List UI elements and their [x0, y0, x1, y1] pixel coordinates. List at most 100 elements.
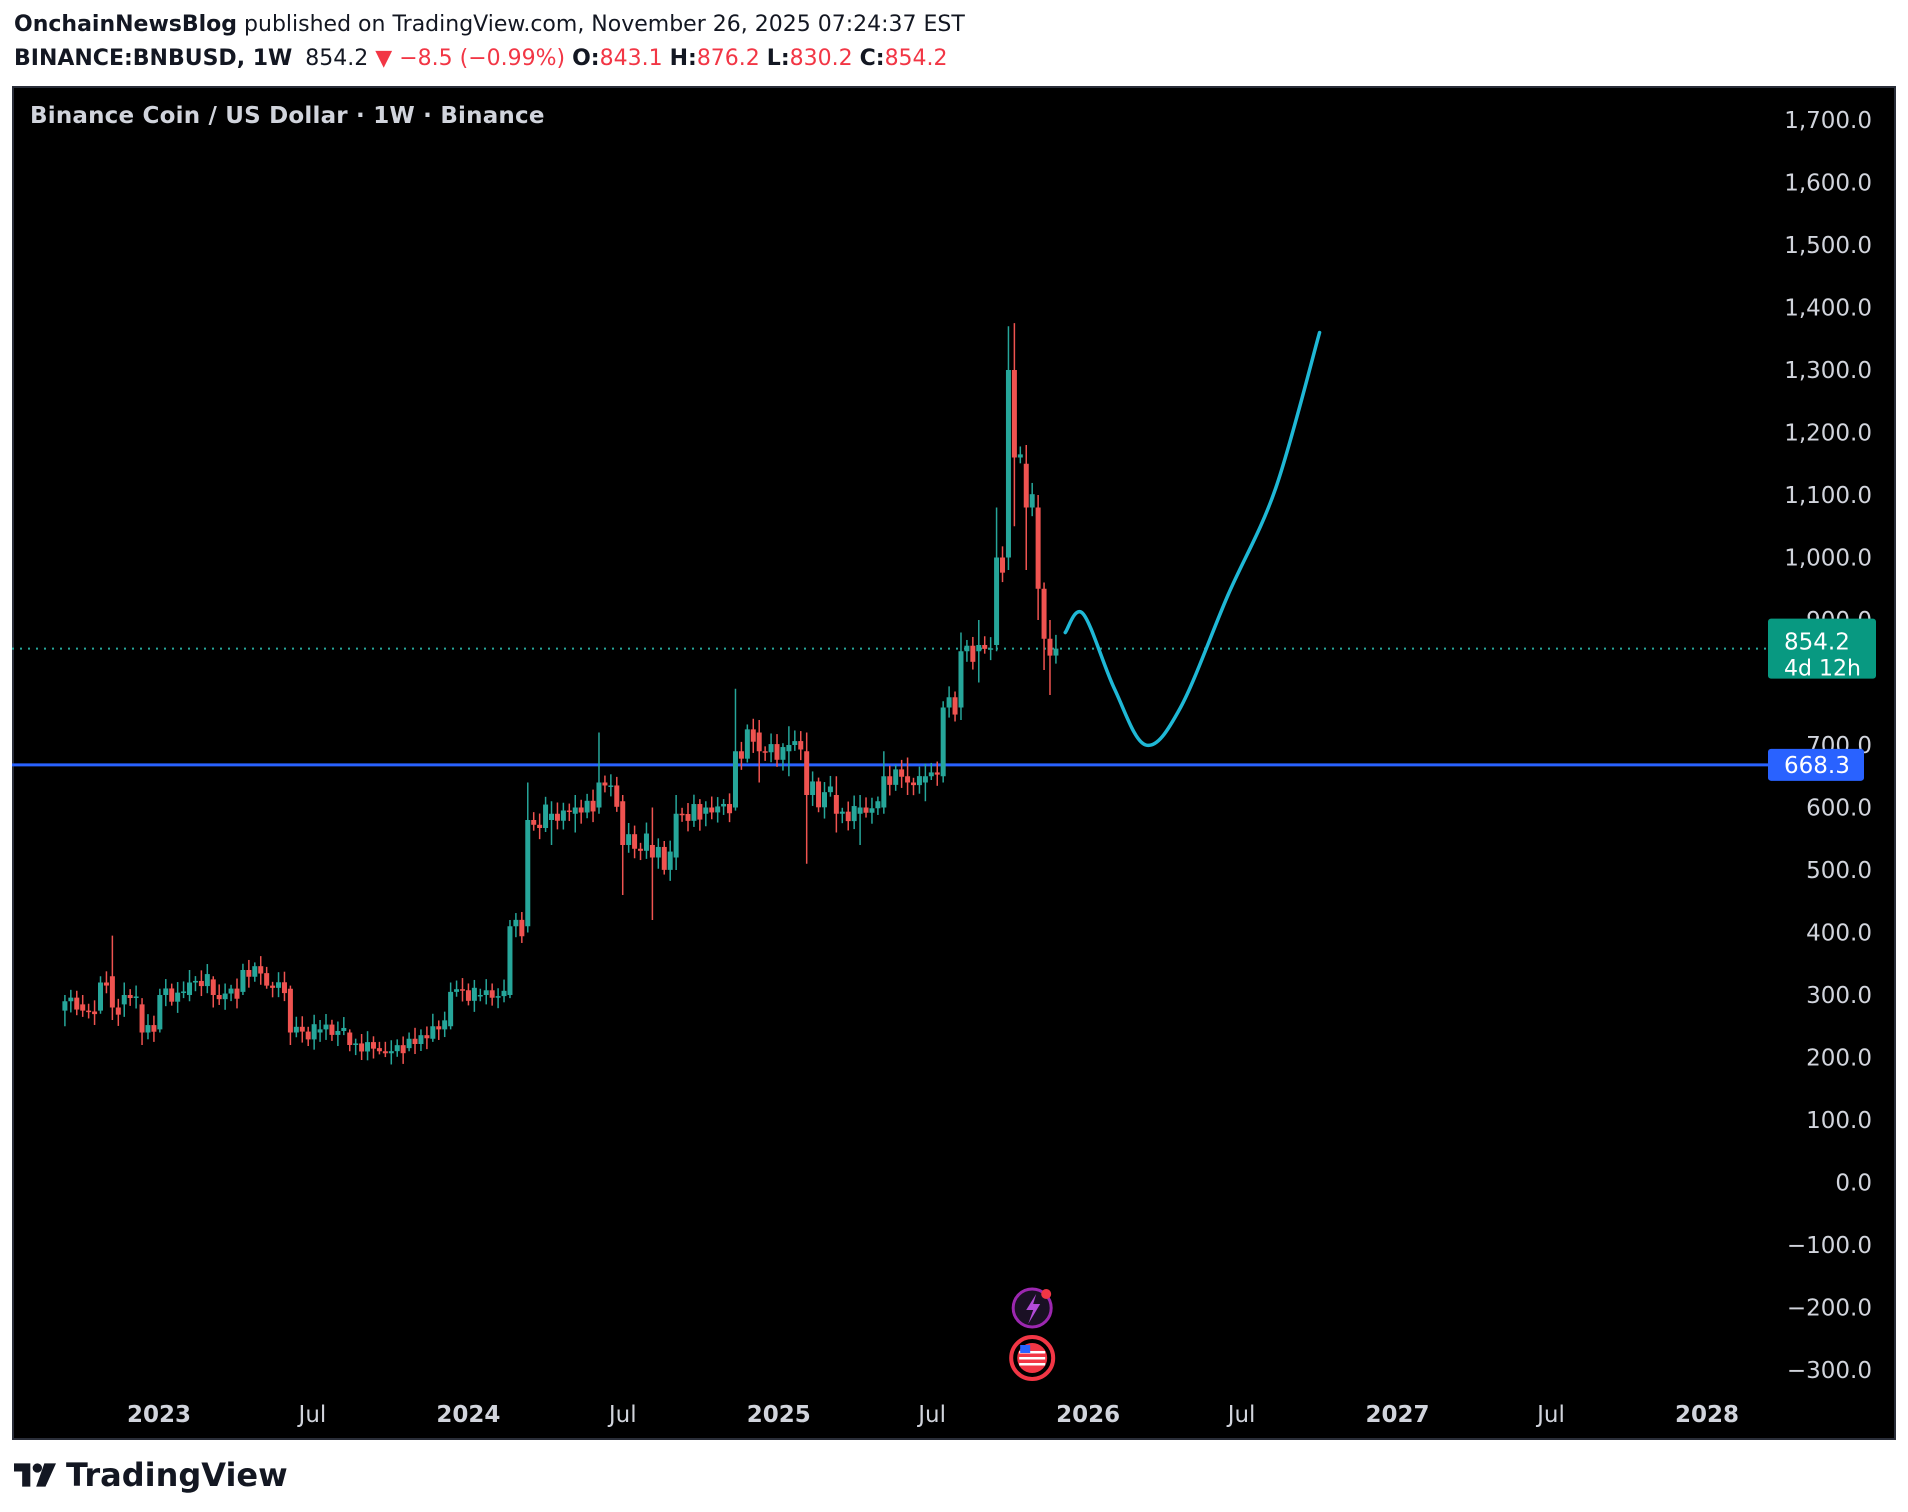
- open-label: O:: [572, 46, 600, 71]
- candle-body: [317, 1029, 323, 1033]
- support-level-label: 668.3: [1784, 753, 1850, 779]
- y-tick-label: −300.0: [1787, 1358, 1872, 1384]
- candle-body: [121, 995, 127, 1005]
- candle-body: [827, 786, 833, 793]
- footer: TradingView: [14, 1456, 288, 1494]
- candle-body: [74, 997, 80, 1010]
- symbol-label: BINANCE:BNBUSD, 1W: [14, 46, 293, 71]
- candle-body: [786, 745, 792, 752]
- candle-body: [928, 772, 934, 777]
- candle-body: [911, 782, 917, 786]
- candle-body: [1005, 370, 1011, 558]
- candle-body: [816, 781, 822, 808]
- publish-line: OnchainNewsBlog published on TradingView…: [14, 8, 965, 42]
- candle-body: [798, 741, 804, 750]
- candle-body: [365, 1042, 371, 1052]
- tradingview-logo-icon[interactable]: [14, 1461, 56, 1489]
- candle-body: [347, 1032, 353, 1045]
- x-tick-label: Jul: [1226, 1402, 1256, 1428]
- candle-body: [323, 1024, 329, 1030]
- price-chart[interactable]: 1,700.0 1,600.0 1,500.0 1,400.0 1,300.0 1,200…: [12, 86, 1896, 1440]
- ohlc-line: BINANCE:BNBUSD, 1W 854.2 ▼ −8.5 (−0.99%)…: [14, 42, 965, 76]
- candle-body: [893, 769, 899, 785]
- candle-body: [157, 995, 163, 1030]
- candle-body: [192, 980, 198, 983]
- candle-body: [780, 747, 786, 760]
- candle-body: [400, 1045, 406, 1054]
- y-tick-label: 100.0: [1806, 1108, 1872, 1134]
- candle-body: [228, 988, 234, 994]
- candle-body: [287, 988, 293, 1033]
- candle-body: [649, 845, 655, 858]
- candle-body: [276, 982, 282, 988]
- y-tick-label: 1,500.0: [1784, 233, 1872, 259]
- candle-body: [691, 804, 697, 821]
- candle-body: [222, 993, 228, 1000]
- candle-body: [768, 744, 774, 753]
- y-tick-label: −100.0: [1787, 1233, 1872, 1259]
- candle-body: [1053, 648, 1059, 656]
- candle-body: [709, 807, 715, 813]
- x-tick-label: 2024: [436, 1402, 500, 1428]
- y-tick-label: 1,400.0: [1784, 296, 1872, 322]
- candle-body: [299, 1026, 305, 1032]
- us-flag-stripe: [1019, 1363, 1046, 1366]
- candle-body: [459, 989, 465, 991]
- us-flag-canton: [1020, 1345, 1031, 1353]
- chart-frame[interactable]: [12, 86, 1896, 1440]
- candle-body: [715, 806, 721, 813]
- candle-body: [1041, 588, 1047, 639]
- y-tick-label: 600.0: [1806, 796, 1872, 822]
- y-tick-label: 500.0: [1806, 858, 1872, 884]
- candle-body: [525, 820, 531, 927]
- candle-body: [810, 781, 816, 795]
- brand-name[interactable]: TradingView: [66, 1456, 288, 1494]
- candle-body: [424, 1035, 430, 1039]
- candle-body: [258, 966, 264, 974]
- x-tick-label: 2027: [1366, 1402, 1430, 1428]
- chart-title: Binance Coin / US Dollar · 1W · Binance: [30, 103, 545, 129]
- candle-body: [1035, 507, 1041, 589]
- candle-body: [382, 1051, 388, 1054]
- candle-body: [501, 990, 507, 997]
- candle-body: [86, 1010, 92, 1013]
- candle-body: [881, 776, 887, 808]
- candle-body: [673, 813, 679, 858]
- x-tick-label: Jul: [916, 1402, 946, 1428]
- candle-body: [655, 846, 661, 858]
- candle-body: [905, 776, 911, 783]
- candle-body: [614, 785, 620, 807]
- projection-curve[interactable]: [1063, 330, 1322, 748]
- y-tick-label: 1,600.0: [1784, 171, 1872, 197]
- candle-body: [483, 990, 489, 995]
- publisher-name[interactable]: OnchainNewsBlog: [14, 12, 238, 37]
- candle-body: [958, 651, 964, 708]
- y-tick-label: 1,100.0: [1784, 483, 1872, 509]
- candle-body: [851, 806, 857, 822]
- candle-body: [495, 996, 501, 998]
- candle-body: [115, 1007, 121, 1015]
- candle-body: [934, 772, 940, 775]
- y-tick-label: 1,200.0: [1784, 421, 1872, 447]
- candle-body: [821, 792, 827, 808]
- candle-body: [750, 729, 756, 742]
- candle-body: [412, 1038, 418, 1044]
- candle-body: [976, 645, 982, 652]
- candle-body: [210, 979, 216, 995]
- x-tick-label: Jul: [607, 1402, 637, 1428]
- x-tick-label: 2028: [1675, 1402, 1739, 1428]
- candle-body: [1029, 494, 1035, 508]
- x-tick-label: 2023: [127, 1402, 191, 1428]
- y-tick-label: 200.0: [1806, 1046, 1872, 1072]
- y-tick-label: 0.0: [1835, 1171, 1872, 1197]
- candle-body: [513, 919, 519, 927]
- candle-body: [554, 813, 560, 821]
- bar-countdown-label: 4d 12h: [1784, 657, 1861, 682]
- candle-body: [994, 557, 1000, 645]
- candle-body: [240, 970, 246, 992]
- candle-body: [988, 648, 994, 650]
- candle-body: [394, 1045, 400, 1052]
- candle-body: [774, 744, 780, 760]
- candle-body: [204, 974, 210, 987]
- candle-body: [68, 997, 74, 1002]
